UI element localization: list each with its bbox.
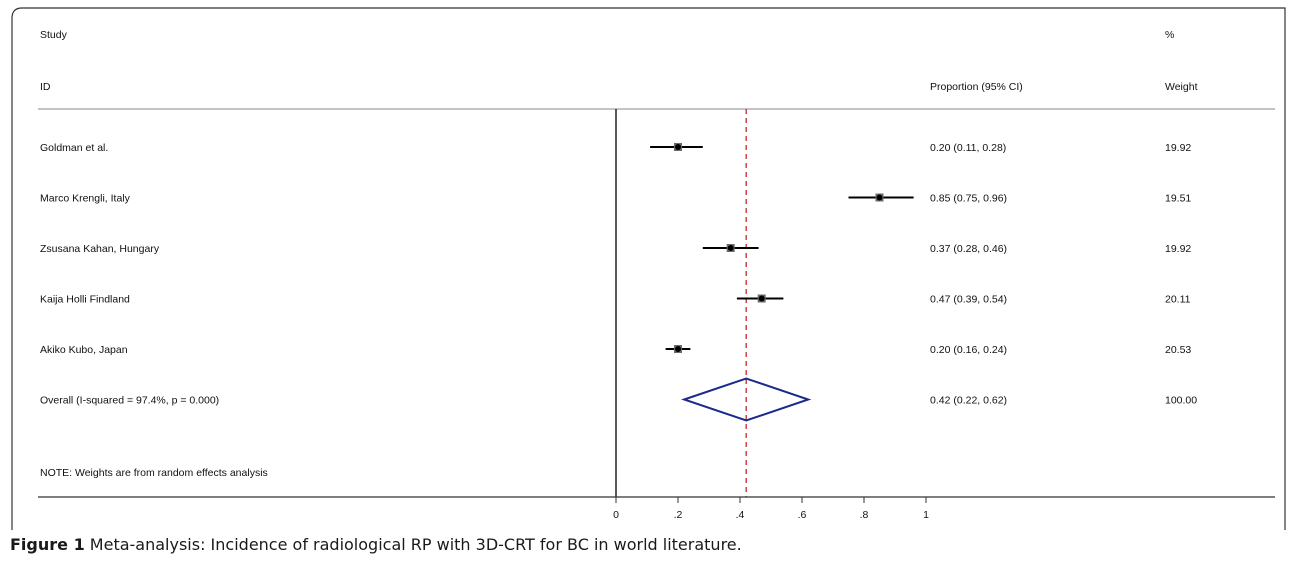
header-id: ID xyxy=(40,81,51,93)
overall-weight-value: 100.00 xyxy=(1165,395,1197,407)
study-row: Zsusana Kahan, Hungary 0.37 (0.28, 0.46) 1… xyxy=(40,243,1191,255)
header-percent: % xyxy=(1165,29,1174,41)
ci-value: 0.47 (0.39, 0.54) xyxy=(930,294,1007,306)
ci-value: 0.20 (0.11, 0.28) xyxy=(930,142,1006,154)
overall-ci-value: 0.42 (0.22, 0.62) xyxy=(930,395,1007,407)
point-estimate xyxy=(876,194,883,201)
overall-diamond xyxy=(681,377,812,422)
study-label: Marco Krengli, Italy xyxy=(40,193,131,205)
study-row: Akiko Kubo, Japan 0.20 (0.16, 0.24) 20.53 xyxy=(40,344,1191,356)
x-tick-label: .2 xyxy=(674,509,683,521)
header-study: Study xyxy=(40,29,68,41)
overall-label: Overall (I-squared = 97.4%, p = 0.000) xyxy=(40,395,219,407)
overall-row: Overall (I-squared = 97.4%, p = 0.000) 0.… xyxy=(40,377,1197,422)
study-label: Zsusana Kahan, Hungary xyxy=(40,243,160,255)
study-label: Goldman et al. xyxy=(40,142,108,154)
study-row: Kaija Holli Findland 0.47 (0.39, 0.54) 20.… xyxy=(40,294,1191,306)
x-tick-label: .4 xyxy=(736,509,745,521)
weight-value: 20.11 xyxy=(1165,294,1191,306)
figure-caption: Figure 1 Meta-analysis: Incidence of rad… xyxy=(10,535,742,554)
point-estimate xyxy=(758,295,765,302)
point-estimate xyxy=(675,346,681,352)
weight-value: 19.92 xyxy=(1165,243,1191,255)
caption-text: Meta-analysis: Incidence of radiological… xyxy=(89,535,742,554)
header-ci: Proportion (95% CI) xyxy=(930,81,1023,93)
study-row: Marco Krengli, Italy 0.85 (0.75, 0.96) 19.… xyxy=(40,193,1191,205)
point-estimate xyxy=(727,245,734,251)
header-weight: Weight xyxy=(1165,81,1198,93)
weight-value: 19.92 xyxy=(1165,142,1191,154)
point-estimate xyxy=(675,144,681,150)
ci-value: 0.85 (0.75, 0.96) xyxy=(930,193,1007,205)
x-tick-label: .8 xyxy=(860,509,869,521)
weight-value: 19.51 xyxy=(1165,193,1191,205)
study-row: Goldman et al. 0.20 (0.11, 0.28) 19.92 xyxy=(40,142,1191,154)
study-label: Akiko Kubo, Japan xyxy=(40,344,128,356)
study-label: Kaija Holli Findland xyxy=(40,294,130,306)
note-text: NOTE: Weights are from random effects an… xyxy=(40,467,268,479)
caption-label: Figure 1 xyxy=(10,535,85,554)
x-tick-label: 1 xyxy=(923,509,929,521)
weight-value: 20.53 xyxy=(1165,344,1191,356)
x-tick-label: 0 xyxy=(613,509,619,521)
ci-value: 0.37 (0.28, 0.46) xyxy=(930,243,1007,255)
ci-value: 0.20 (0.16, 0.24) xyxy=(930,344,1007,356)
x-tick-label: .6 xyxy=(798,509,807,521)
